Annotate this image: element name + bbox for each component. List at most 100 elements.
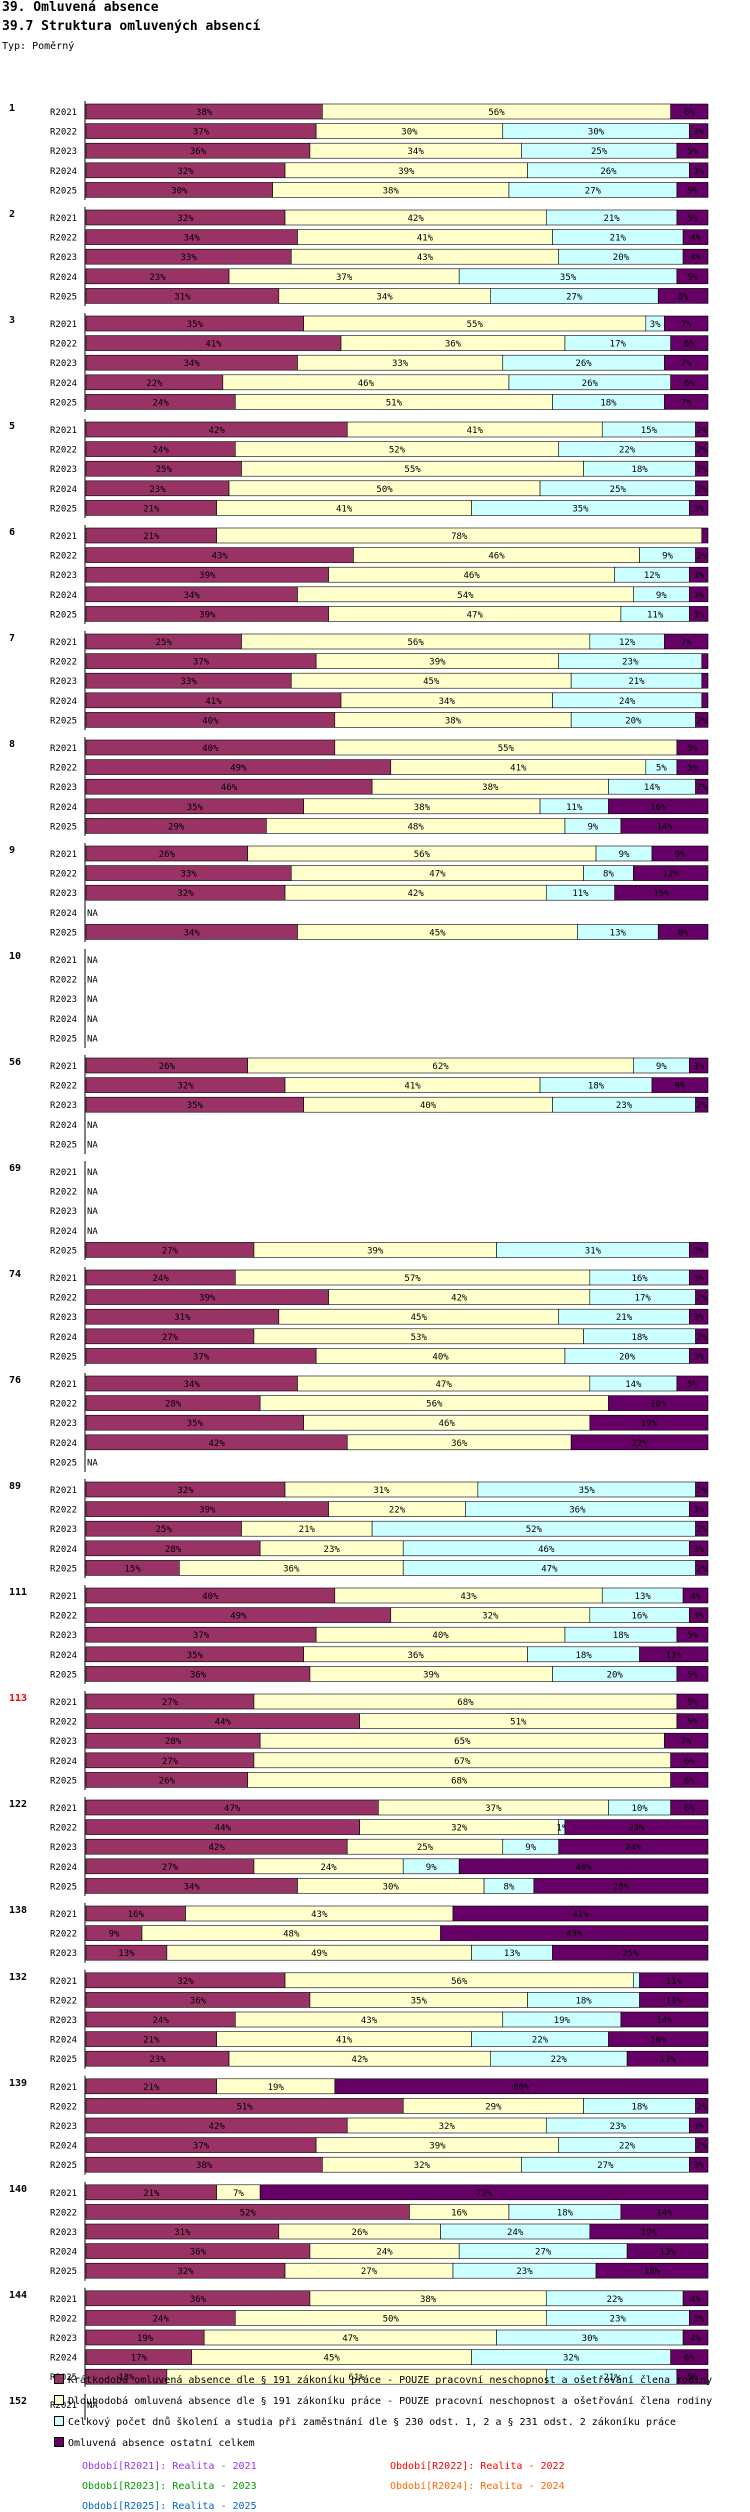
data-label: 25%: [417, 1843, 434, 1853]
data-label: 25%: [156, 1525, 173, 1535]
data-label: 16%: [631, 1274, 648, 1284]
data-label: 39%: [398, 167, 415, 177]
data-label: 55%: [467, 320, 484, 330]
data-label: 27%: [597, 2161, 614, 2171]
data-label: 3%: [693, 1313, 704, 1323]
data-label: 3%: [693, 1506, 704, 1516]
data-label: 32%: [414, 2161, 431, 2171]
data-label: 21%: [143, 2083, 160, 2093]
data-label: 13%: [504, 1949, 521, 1959]
bar-segment: [689, 1501, 709, 1517]
group-label-132: 132: [9, 1972, 27, 1983]
data-label: 46%: [538, 1545, 555, 1555]
data-label: 18%: [557, 2208, 574, 2218]
data-label: 37%: [336, 273, 353, 283]
data-label: 21%: [628, 677, 645, 687]
row-label: R2021: [50, 1062, 77, 1072]
bar-segment: [682, 229, 709, 245]
legend-label: Dlouhodobá omluvená absence dle § 191 zá…: [68, 2396, 713, 2407]
data-label: 27%: [162, 1757, 179, 1767]
data-label: 30%: [401, 128, 418, 138]
data-label: 9%: [675, 1082, 686, 1092]
data-label: 16%: [128, 1910, 145, 1920]
data-label: 39%: [429, 2142, 446, 2152]
data-label: 42%: [408, 214, 425, 224]
data-label: 24%: [153, 398, 170, 408]
data-label: 2%: [696, 783, 707, 793]
data-label: 42%: [408, 889, 425, 899]
data-label: 2%: [696, 1525, 707, 1535]
data-label: 23%: [610, 2122, 627, 2132]
bar-segment: [633, 865, 709, 881]
row-label: R2023: [50, 1631, 77, 1641]
row-label: R2021: [50, 2401, 77, 2411]
data-label: 31%: [174, 292, 191, 302]
row-label: R2021: [50, 1274, 77, 1284]
data-label: 7%: [681, 359, 692, 369]
data-label: 28%: [613, 1882, 630, 1892]
bar-segment: [570, 1434, 709, 1451]
data-label: 1%: [556, 1824, 567, 1834]
data-label: 7%: [233, 2189, 244, 2199]
data-label: 41%: [467, 426, 484, 436]
data-label: 5%: [687, 1670, 698, 1680]
data-label: 42%: [208, 1843, 225, 1853]
data-label: 26%: [575, 359, 592, 369]
data-label: 34%: [439, 697, 456, 707]
data-label: 36%: [190, 1996, 207, 2006]
data-label: 42%: [208, 2122, 225, 2132]
data-label: 21%: [610, 234, 627, 244]
bar-segment: [651, 1077, 709, 1093]
data-label: 27%: [361, 2267, 378, 2277]
data-label: 2%: [696, 465, 707, 475]
data-label: 68%: [457, 1698, 474, 1708]
data-label: 31%: [174, 1313, 191, 1323]
data-label: 6%: [684, 1804, 695, 1814]
data-label: 39%: [199, 1294, 216, 1304]
data-label: 27%: [162, 1246, 179, 1256]
data-label: 27%: [535, 2248, 552, 2258]
data-label: 16%: [451, 2208, 468, 2218]
row-label: R2021: [50, 532, 77, 542]
row-label: R2024: [50, 909, 77, 919]
bar-segment: [670, 374, 709, 391]
data-label: 36%: [569, 1506, 586, 1516]
row-label: R2021: [50, 1168, 77, 1178]
row-label: R2025: [50, 1034, 77, 1044]
bar-segment: [695, 712, 709, 728]
row-label: R2023: [50, 359, 77, 369]
bar-segment: [620, 2011, 709, 2028]
data-label: 40%: [202, 716, 219, 726]
data-label: 43%: [212, 552, 229, 562]
data-label: 13%: [659, 2055, 676, 2065]
data-label: 16%: [631, 1612, 648, 1622]
data-label: 61%: [348, 2373, 365, 2383]
data-label: 36%: [190, 2295, 207, 2305]
data-label: 32%: [177, 1082, 194, 1092]
data-label: 26%: [159, 1062, 176, 1072]
bar-segment: [595, 2262, 709, 2279]
data-label: 52%: [389, 446, 406, 456]
group-label-10: 10: [9, 951, 21, 962]
data-label: 24%: [507, 2228, 524, 2238]
row-label: R2022: [50, 552, 77, 562]
row-label: R2023: [50, 1101, 77, 1111]
data-label: 47%: [342, 2334, 359, 2344]
data-label: 3%: [693, 2314, 704, 2324]
data-label: 2%: [696, 1294, 707, 1304]
data-label: 2%: [696, 1564, 707, 1574]
data-label: 3%: [693, 1274, 704, 1284]
data-label: 24%: [153, 2314, 170, 2324]
data-label: 35%: [187, 320, 204, 330]
data-label: 51%: [510, 1718, 527, 1728]
data-label: 18%: [613, 1631, 630, 1641]
row-label: R2021: [50, 1698, 77, 1708]
bar-segment: [670, 1799, 709, 1816]
data-label: 31%: [373, 1486, 390, 1496]
data-label: 13%: [659, 2248, 676, 2258]
group-label-113: 113: [9, 1693, 27, 1704]
row-label: R2025: [50, 2055, 77, 2065]
row-label: R2022: [50, 870, 77, 880]
group-label-1: 1: [9, 103, 15, 114]
data-label: 6%: [684, 1757, 695, 1767]
